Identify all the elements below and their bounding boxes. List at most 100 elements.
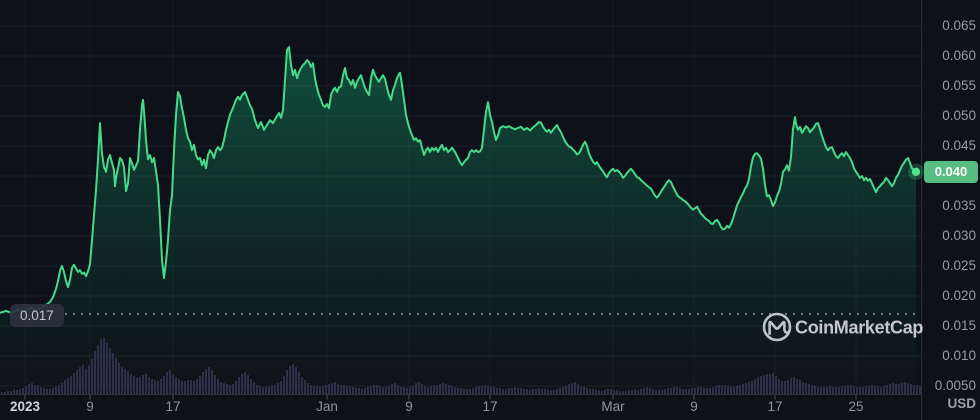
volume-bar: [658, 390, 660, 395]
volume-bar: [445, 384, 447, 395]
volume-bar: [187, 380, 189, 395]
volume-bar: [325, 385, 327, 395]
volume-bar: [238, 377, 240, 395]
volume-bar: [541, 389, 543, 395]
volume-bar: [331, 383, 333, 395]
volume-bar: [91, 359, 93, 395]
coinmarketcap-logo-m: [768, 320, 790, 336]
volume-bar: [172, 374, 174, 395]
volume-bar: [577, 384, 579, 395]
volume-bar: [268, 387, 270, 395]
volume-bar: [796, 379, 798, 395]
volume-bar: [46, 389, 48, 395]
volume-bar: [475, 387, 477, 395]
volume-bar: [166, 372, 168, 395]
volume-bar: [691, 388, 693, 395]
volume-bar: [805, 383, 807, 395]
volume-bar: [604, 390, 606, 395]
volume-bar: [511, 388, 513, 395]
volume-bar: [220, 382, 222, 395]
volume-bar: [670, 388, 672, 395]
volume-bar: [226, 384, 228, 395]
volume-bar: [283, 376, 285, 395]
volume-bar: [502, 389, 504, 395]
volume-bar: [247, 375, 249, 395]
volume-bar: [646, 387, 648, 395]
volume-bar: [241, 374, 243, 395]
volume-bar: [640, 389, 642, 395]
volume-bar: [127, 371, 129, 395]
volume-bar: [358, 388, 360, 395]
volume-bar: [421, 384, 423, 395]
volume-bar: [109, 348, 111, 395]
volume-bar: [289, 366, 291, 395]
volume-bar: [892, 383, 894, 395]
volume-bar: [520, 388, 522, 395]
volume-bar: [313, 386, 315, 395]
volume-bar: [400, 387, 402, 395]
reference-price-badge: 0.017: [10, 304, 64, 327]
volume-bar: [34, 385, 36, 395]
volume-bar: [700, 387, 702, 395]
volume-bar: [829, 386, 831, 395]
volume-bar: [4, 392, 6, 395]
volume-bar: [637, 390, 639, 395]
coinmarketcap-watermark-text: CoinMarketCap: [795, 318, 923, 338]
volume-bar: [88, 365, 90, 395]
volume-bar: [334, 382, 336, 395]
volume-bar: [901, 383, 903, 395]
volume-bar: [619, 391, 621, 395]
volume-bar: [319, 387, 321, 395]
price-area-layer: [0, 47, 916, 394]
volume-bar: [571, 383, 573, 395]
volume-bar: [58, 385, 60, 395]
volume-bar: [160, 379, 162, 395]
volume-bar: [898, 384, 900, 395]
volume-bar: [415, 383, 417, 395]
volume-bar: [724, 385, 726, 395]
volume-bar: [568, 384, 570, 395]
volume-bar: [259, 386, 261, 395]
volume-bar: [436, 385, 438, 395]
volume-bar: [385, 387, 387, 395]
volume-bar: [307, 383, 309, 395]
volume-bar: [25, 386, 27, 395]
volume-bar: [718, 385, 720, 395]
volume-bar: [478, 386, 480, 395]
volume-bar: [211, 370, 213, 395]
volume-bar: [169, 370, 171, 395]
volume-bar: [874, 386, 876, 395]
volume-bar: [496, 388, 498, 395]
volume-bar: [826, 387, 828, 395]
volume-bar: [463, 389, 465, 395]
volume-bar: [802, 382, 804, 395]
volume-bar: [304, 380, 306, 395]
volume-bar: [793, 377, 795, 395]
volume-bar: [361, 389, 363, 395]
volume-bar: [394, 383, 396, 395]
volume-bar: [808, 384, 810, 395]
volume-bar: [142, 375, 144, 395]
volume-bar: [553, 390, 555, 395]
volume-bar: [352, 387, 354, 395]
volume-bar: [433, 385, 435, 395]
volume-bar: [862, 387, 864, 395]
volume-bar: [544, 389, 546, 395]
volume-bar: [55, 387, 57, 395]
volume-bar: [337, 384, 339, 395]
volume-bar: [67, 378, 69, 395]
volume-bar: [442, 383, 444, 395]
volume-bar: [286, 370, 288, 395]
volume-bar: [196, 379, 198, 395]
volume-bar: [907, 383, 909, 395]
volume-bar: [886, 385, 888, 395]
volume-bar: [823, 387, 825, 395]
volume-bar: [163, 376, 165, 395]
volume-bar: [265, 387, 267, 395]
volume-bar: [193, 381, 195, 395]
volume-bar: [157, 381, 159, 395]
volume-bar: [43, 388, 45, 395]
volume-bar: [820, 387, 822, 395]
